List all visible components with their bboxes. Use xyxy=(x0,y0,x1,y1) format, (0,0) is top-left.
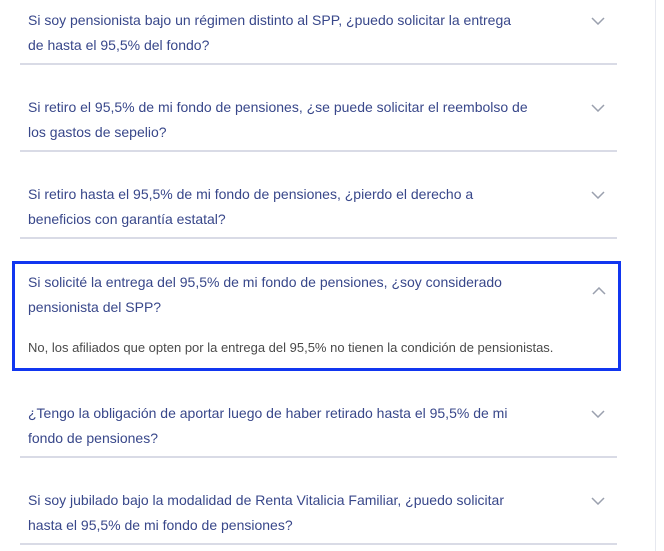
faq-item[interactable]: Si soy pensionista bajo un régimen disti… xyxy=(20,0,617,65)
chevron-down-icon[interactable] xyxy=(591,0,605,63)
faq-accordion: Si soy pensionista bajo un régimen disti… xyxy=(12,0,621,545)
faq-question[interactable]: Si solicité la entrega del 95,5% de mi f… xyxy=(28,274,502,315)
faq-item-expanded[interactable]: Si solicité la entrega del 95,5% de mi f… xyxy=(12,261,621,371)
faq-question[interactable]: Si retiro hasta el 95,5% de mi fondo de … xyxy=(28,186,474,227)
chevron-down-icon[interactable] xyxy=(591,371,605,456)
faq-answer: No, los afiliados que opten por la entre… xyxy=(28,340,554,355)
faq-question[interactable]: ¿Tengo la obligación de aportar luego de… xyxy=(28,405,508,446)
faq-item[interactable]: Si soy jubilado bajo la modalidad de Ren… xyxy=(20,458,617,545)
faq-item[interactable]: Si retiro el 95,5% de mi fondo de pensio… xyxy=(20,65,617,152)
scrollbar-track[interactable] xyxy=(655,0,656,551)
faq-question[interactable]: Si soy pensionista bajo un régimen disti… xyxy=(28,12,512,53)
faq-item[interactable]: Si retiro hasta el 95,5% de mi fondo de … xyxy=(20,152,617,239)
faq-question[interactable]: Si soy jubilado bajo la modalidad de Ren… xyxy=(28,492,504,533)
chevron-down-icon[interactable] xyxy=(591,458,605,543)
chevron-up-icon[interactable] xyxy=(592,264,606,318)
chevron-down-icon[interactable] xyxy=(591,65,605,150)
faq-item[interactable]: ¿Tengo la obligación de aportar luego de… xyxy=(20,371,617,458)
chevron-down-icon[interactable] xyxy=(591,152,605,237)
faq-question[interactable]: Si retiro el 95,5% de mi fondo de pensio… xyxy=(28,99,528,140)
